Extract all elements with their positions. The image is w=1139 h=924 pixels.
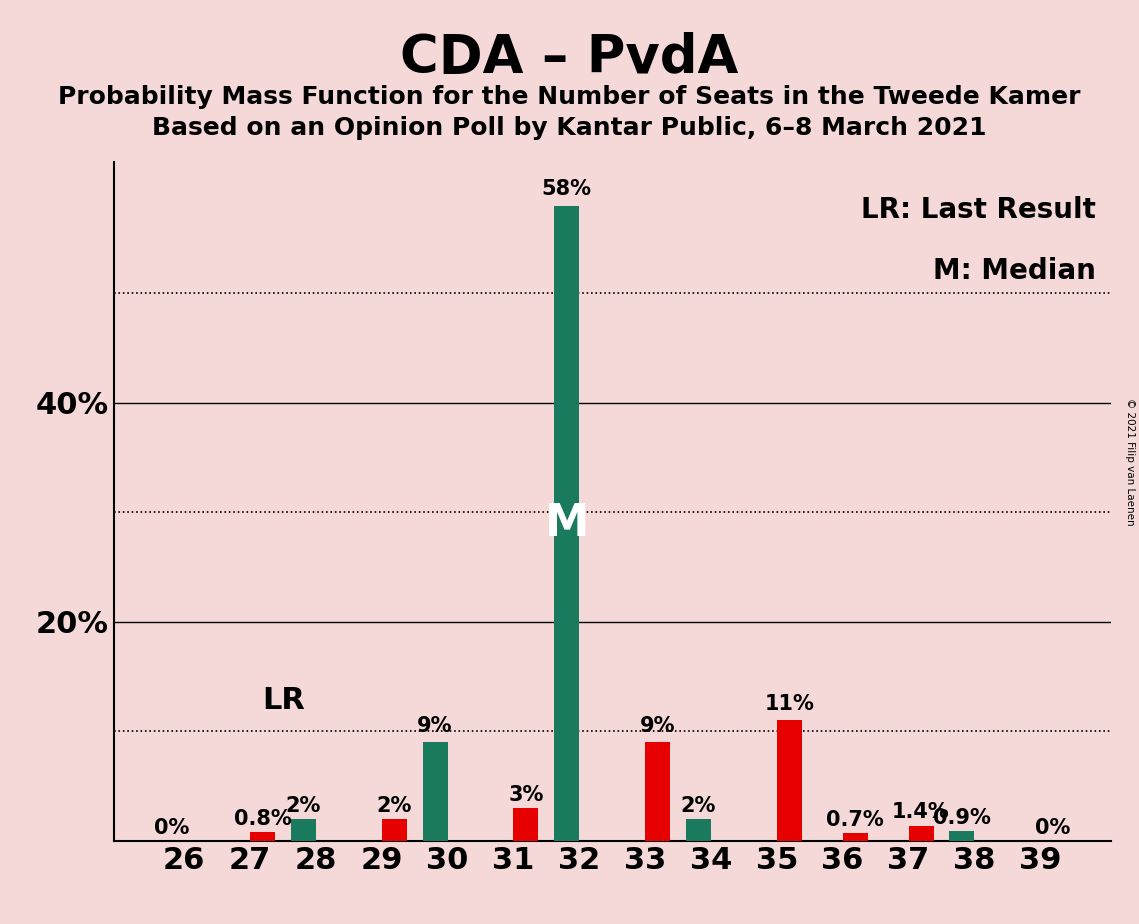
Text: CDA – PvdA: CDA – PvdA: [400, 32, 739, 84]
Text: 0%: 0%: [154, 818, 189, 837]
Text: 0.9%: 0.9%: [933, 808, 991, 828]
Bar: [949, 831, 974, 841]
Text: 11%: 11%: [764, 694, 814, 713]
Text: 58%: 58%: [542, 179, 592, 199]
Text: LR: Last Result: LR: Last Result: [861, 196, 1096, 224]
Text: 2%: 2%: [377, 796, 412, 816]
Bar: [251, 833, 276, 841]
Text: © 2021 Filip van Laenen: © 2021 Filip van Laenen: [1125, 398, 1134, 526]
Text: 2%: 2%: [286, 796, 321, 816]
Bar: [645, 742, 670, 841]
Bar: [290, 819, 316, 841]
Text: M: Median: M: Median: [933, 257, 1096, 285]
Text: 9%: 9%: [640, 716, 675, 736]
Bar: [423, 742, 448, 841]
Text: 0%: 0%: [1035, 818, 1071, 837]
Bar: [777, 721, 802, 841]
Bar: [514, 808, 539, 841]
Text: 0.8%: 0.8%: [233, 808, 292, 829]
Text: M: M: [544, 502, 589, 544]
Text: LR: LR: [262, 686, 305, 715]
Text: Probability Mass Function for the Number of Seats in the Tweede Kamer: Probability Mass Function for the Number…: [58, 85, 1081, 109]
Text: 1.4%: 1.4%: [892, 802, 950, 822]
Text: Based on an Opinion Poll by Kantar Public, 6–8 March 2021: Based on an Opinion Poll by Kantar Publi…: [153, 116, 986, 140]
Bar: [686, 819, 711, 841]
Text: 3%: 3%: [508, 784, 543, 805]
Text: 9%: 9%: [417, 716, 453, 736]
Bar: [555, 205, 580, 841]
Bar: [382, 819, 407, 841]
Bar: [843, 833, 868, 841]
Text: 0.7%: 0.7%: [826, 810, 884, 830]
Text: 2%: 2%: [681, 796, 716, 816]
Bar: [909, 825, 934, 841]
